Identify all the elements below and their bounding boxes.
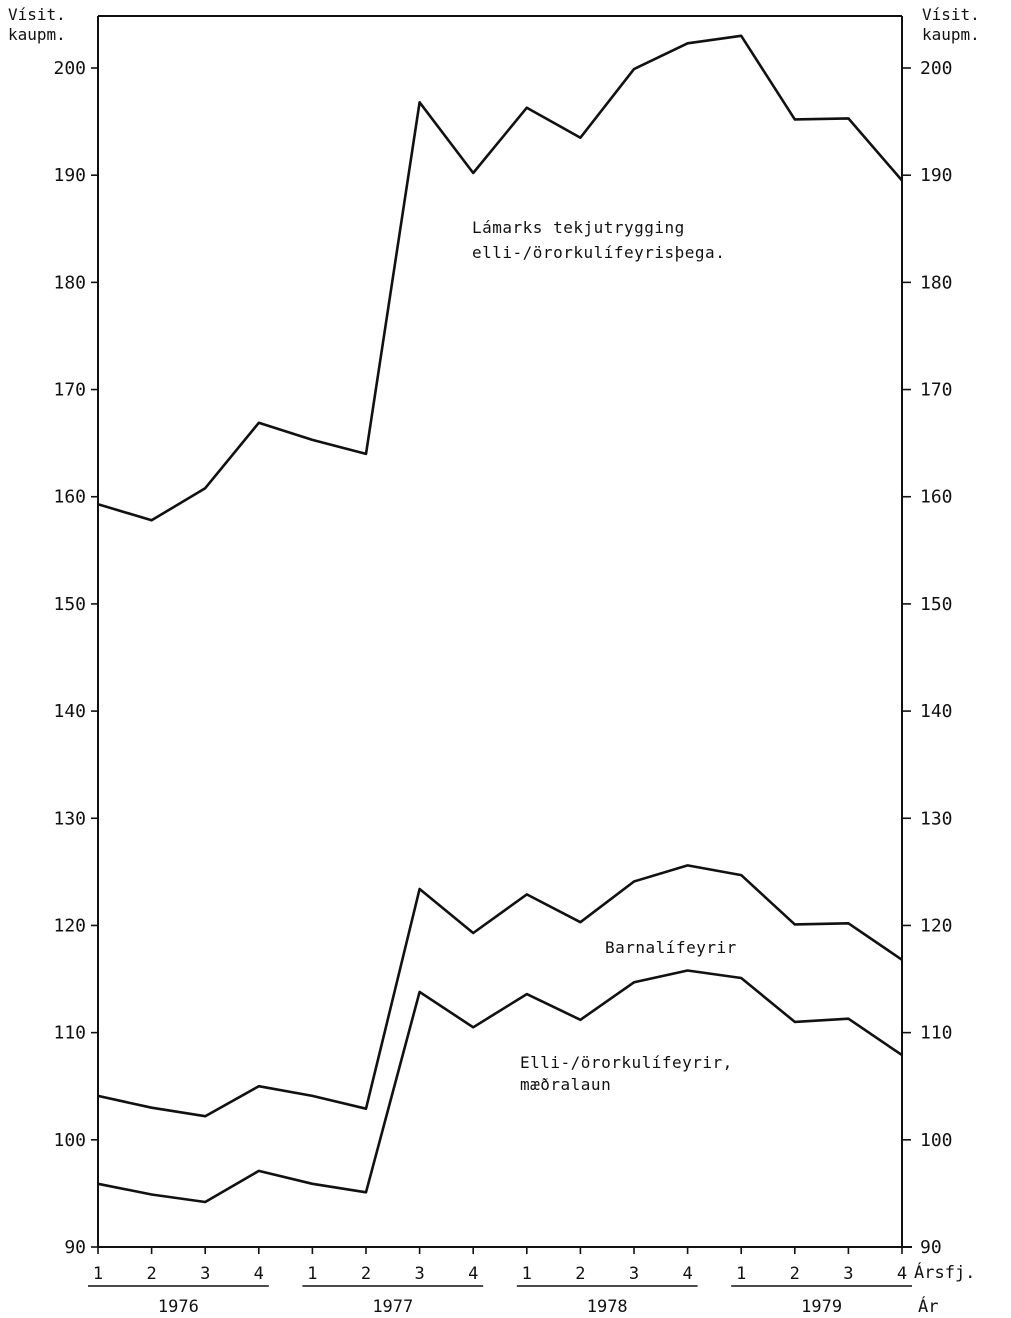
- year-label-1976: 1976: [158, 1297, 199, 1317]
- y-tick-label-left-140: 140: [53, 701, 86, 722]
- series-label-ellilifeyrir-line-2: mæðralaun: [520, 1075, 611, 1094]
- year-label-1979: 1979: [801, 1297, 842, 1317]
- x-axis-quarter-ticks: 1 2 3 4 1 2 3 4 1 2 3 4 1 2 3 4: [93, 1247, 907, 1284]
- left-corner-label-line-1: Vísit.: [8, 5, 66, 24]
- quarter-label-1: 1: [93, 1264, 103, 1284]
- y-axis-left-ticks: 90 100 110 120 130 140 150 160 170 180 190 200: [53, 58, 98, 1258]
- y-tick-label-right-90: 90: [920, 1237, 942, 1258]
- quarter-label-8: 4: [468, 1264, 478, 1284]
- y-tick-label-left-150: 150: [53, 594, 86, 615]
- quarter-label-2: 2: [146, 1264, 156, 1284]
- y-tick-label-right-170: 170: [920, 380, 953, 401]
- y-tick-label-right-180: 180: [920, 272, 953, 293]
- series-label-ellilifeyrir-line-1: Elli-/örorkulífeyrir,: [520, 1053, 733, 1072]
- quarter-label-15: 3: [843, 1264, 853, 1284]
- y-tick-label-right-160: 160: [920, 487, 953, 508]
- y-tick-label-right-120: 120: [920, 915, 953, 936]
- series-label-lagmarks-line-1: Lámarks tekjutrygging: [472, 218, 685, 237]
- quarter-label-13: 1: [736, 1264, 746, 1284]
- quarter-label-14: 2: [790, 1264, 800, 1284]
- right-corner-label-line-1: Vísit.: [922, 5, 980, 24]
- y-tick-label-left-110: 110: [53, 1023, 86, 1044]
- quarter-label-9: 1: [522, 1264, 532, 1284]
- y-tick-label-left-100: 100: [53, 1130, 86, 1151]
- quarter-label-4: 4: [254, 1264, 264, 1284]
- quarter-label-12: 4: [682, 1264, 692, 1284]
- quarter-label-7: 3: [414, 1264, 424, 1284]
- series-lines: [97, 34, 903, 1204]
- y-tick-label-right-200: 200: [920, 58, 953, 79]
- year-label-1977: 1977: [372, 1297, 413, 1317]
- y-tick-label-left-170: 170: [53, 380, 86, 401]
- right-corner-label-line-2: kaupm.: [922, 25, 980, 44]
- y-tick-label-left-120: 120: [53, 915, 86, 936]
- series-line-ellilifeyrir: [97, 969, 903, 1204]
- quarter-label-5: 1: [307, 1264, 317, 1284]
- y-tick-label-left-90: 90: [64, 1237, 86, 1258]
- year-label-1978: 1978: [587, 1297, 628, 1317]
- y-tick-label-right-110: 110: [920, 1023, 953, 1044]
- quarter-label-16: 4: [897, 1264, 907, 1284]
- series-label-barnalifeyrir: Barnalífeyrir: [605, 938, 737, 957]
- series-line-lagmarks: [97, 34, 903, 522]
- y-tick-label-left-130: 130: [53, 808, 86, 829]
- y-tick-label-right-100: 100: [920, 1130, 953, 1151]
- series-line-barnalifeyrir: [97, 864, 903, 1118]
- series-label-lagmarks-line-2: elli-/örorkulífeyrisþega.: [472, 243, 725, 262]
- y-tick-label-right-130: 130: [920, 808, 953, 829]
- y-tick-label-left-200: 200: [53, 58, 86, 79]
- quarter-label-10: 2: [575, 1264, 585, 1284]
- y-tick-label-right-140: 140: [920, 701, 953, 722]
- year-axis-label: Ár: [918, 1295, 938, 1317]
- quarter-label-3: 3: [200, 1264, 210, 1284]
- y-tick-label-right-190: 190: [920, 165, 953, 186]
- quarter-label-11: 3: [629, 1264, 639, 1284]
- left-corner-label-line-2: kaupm.: [8, 25, 66, 44]
- y-tick-label-left-180: 180: [53, 272, 86, 293]
- quarter-label-6: 2: [361, 1264, 371, 1284]
- x-axis-label: Ársfj.: [914, 1261, 975, 1283]
- y-axis-right-ticks: 90 100 110 120 130 140 150 160 170 180 190 200: [902, 58, 953, 1258]
- y-tick-label-right-150: 150: [920, 594, 953, 615]
- y-tick-label-left-160: 160: [53, 487, 86, 508]
- y-tick-label-left-190: 190: [53, 165, 86, 186]
- x-axis-year-labels: 1976 1977 1978 1979: [88, 1285, 912, 1317]
